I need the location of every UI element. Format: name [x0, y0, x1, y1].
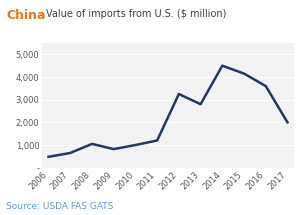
Text: China: China [6, 9, 46, 22]
Text: Source: USDA FAS GATS: Source: USDA FAS GATS [6, 202, 113, 211]
Text: Value of imports from U.S. ($ million): Value of imports from U.S. ($ million) [46, 9, 227, 19]
